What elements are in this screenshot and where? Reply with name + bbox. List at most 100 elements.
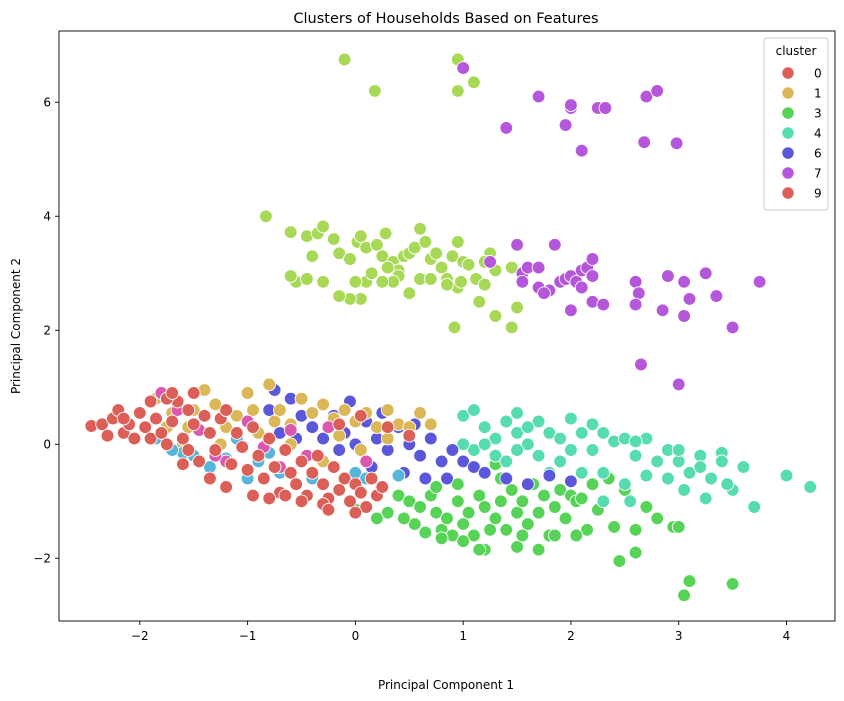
data-point bbox=[300, 272, 314, 286]
legend-marker bbox=[781, 86, 795, 100]
data-point bbox=[693, 460, 708, 474]
data-point bbox=[364, 471, 379, 486]
legend-marker bbox=[781, 146, 795, 160]
y-tick-label: 6 bbox=[43, 95, 51, 109]
data-point bbox=[450, 235, 465, 249]
data-point bbox=[305, 420, 320, 435]
data-point bbox=[429, 505, 444, 520]
data-point bbox=[483, 255, 497, 269]
data-point bbox=[434, 260, 449, 275]
data-point bbox=[585, 252, 600, 266]
data-point bbox=[456, 454, 471, 469]
x-tick-label: 3 bbox=[675, 629, 683, 643]
data-point bbox=[564, 443, 578, 457]
data-point bbox=[348, 505, 363, 520]
data-point bbox=[429, 480, 444, 494]
data-point bbox=[283, 423, 298, 437]
data-point bbox=[671, 454, 686, 469]
data-point bbox=[413, 221, 427, 236]
data-point bbox=[418, 235, 433, 249]
data-point bbox=[316, 477, 330, 492]
data-point bbox=[682, 292, 697, 306]
data-point bbox=[531, 260, 546, 275]
data-point bbox=[720, 477, 735, 492]
data-point bbox=[639, 500, 654, 514]
data-point bbox=[289, 477, 303, 492]
data-point bbox=[149, 411, 163, 426]
data-point bbox=[803, 480, 818, 494]
x-tick-label: 1 bbox=[459, 629, 467, 643]
data-point bbox=[537, 286, 551, 301]
data-point bbox=[413, 500, 427, 514]
data-point bbox=[159, 437, 174, 452]
data-point bbox=[316, 431, 330, 446]
data-point bbox=[332, 289, 347, 303]
data-point bbox=[305, 465, 320, 480]
data-point bbox=[246, 403, 260, 417]
data-point bbox=[564, 303, 578, 318]
data-point bbox=[725, 577, 740, 591]
data-point bbox=[456, 437, 471, 452]
data-point bbox=[423, 417, 438, 432]
data-point bbox=[343, 494, 357, 509]
data-point bbox=[407, 517, 422, 531]
data-point bbox=[682, 574, 697, 588]
data-point bbox=[262, 491, 277, 506]
data-point bbox=[698, 266, 713, 281]
data-point bbox=[574, 426, 589, 440]
data-point bbox=[510, 237, 524, 252]
data-point bbox=[553, 483, 568, 497]
data-point bbox=[434, 454, 449, 469]
data-point bbox=[256, 471, 271, 486]
data-point bbox=[467, 403, 481, 417]
data-point bbox=[472, 542, 487, 557]
data-point bbox=[612, 554, 627, 568]
legend-marker bbox=[781, 126, 795, 140]
data-point bbox=[143, 394, 158, 409]
legend-frame bbox=[763, 37, 829, 211]
data-point bbox=[477, 500, 492, 514]
data-point bbox=[407, 240, 422, 255]
data-point bbox=[402, 428, 417, 443]
data-point bbox=[499, 454, 514, 469]
data-point bbox=[116, 411, 131, 426]
data-point bbox=[631, 286, 646, 301]
data-point bbox=[235, 440, 250, 454]
legend-title: cluster bbox=[776, 44, 817, 58]
data-point bbox=[472, 488, 487, 503]
data-point bbox=[531, 542, 546, 557]
x-axis-ticks: −2 −1 0 1 2 3 4 bbox=[131, 621, 790, 643]
data-point bbox=[423, 272, 438, 286]
data-point bbox=[488, 309, 503, 323]
data-point bbox=[634, 357, 648, 372]
data-point bbox=[531, 448, 546, 463]
data-point bbox=[353, 229, 368, 244]
data-point bbox=[628, 434, 643, 449]
data-point bbox=[380, 505, 395, 520]
y-tick-label: −2 bbox=[33, 551, 51, 565]
data-point bbox=[359, 500, 374, 514]
data-point bbox=[494, 494, 508, 509]
data-point bbox=[779, 468, 794, 483]
data-point bbox=[499, 414, 514, 429]
data-point bbox=[467, 443, 481, 457]
data-point bbox=[380, 260, 395, 275]
data-point bbox=[547, 528, 562, 543]
data-point bbox=[454, 274, 468, 289]
data-point bbox=[456, 517, 471, 531]
scatter-points bbox=[84, 52, 818, 603]
data-point bbox=[332, 428, 347, 443]
data-point bbox=[203, 471, 217, 486]
data-point bbox=[456, 534, 471, 549]
data-point bbox=[337, 471, 352, 486]
data-point bbox=[391, 488, 406, 503]
data-point bbox=[100, 428, 115, 443]
data-point bbox=[326, 460, 341, 474]
legend: cluster 0 1 3 4 6 7 9 bbox=[763, 37, 829, 211]
data-point bbox=[628, 522, 643, 537]
data-point bbox=[504, 320, 519, 335]
legend-label: 4 bbox=[814, 127, 822, 141]
data-point bbox=[650, 454, 665, 469]
data-point bbox=[488, 448, 503, 463]
y-axis-label: Principal Component 2 bbox=[9, 258, 23, 394]
